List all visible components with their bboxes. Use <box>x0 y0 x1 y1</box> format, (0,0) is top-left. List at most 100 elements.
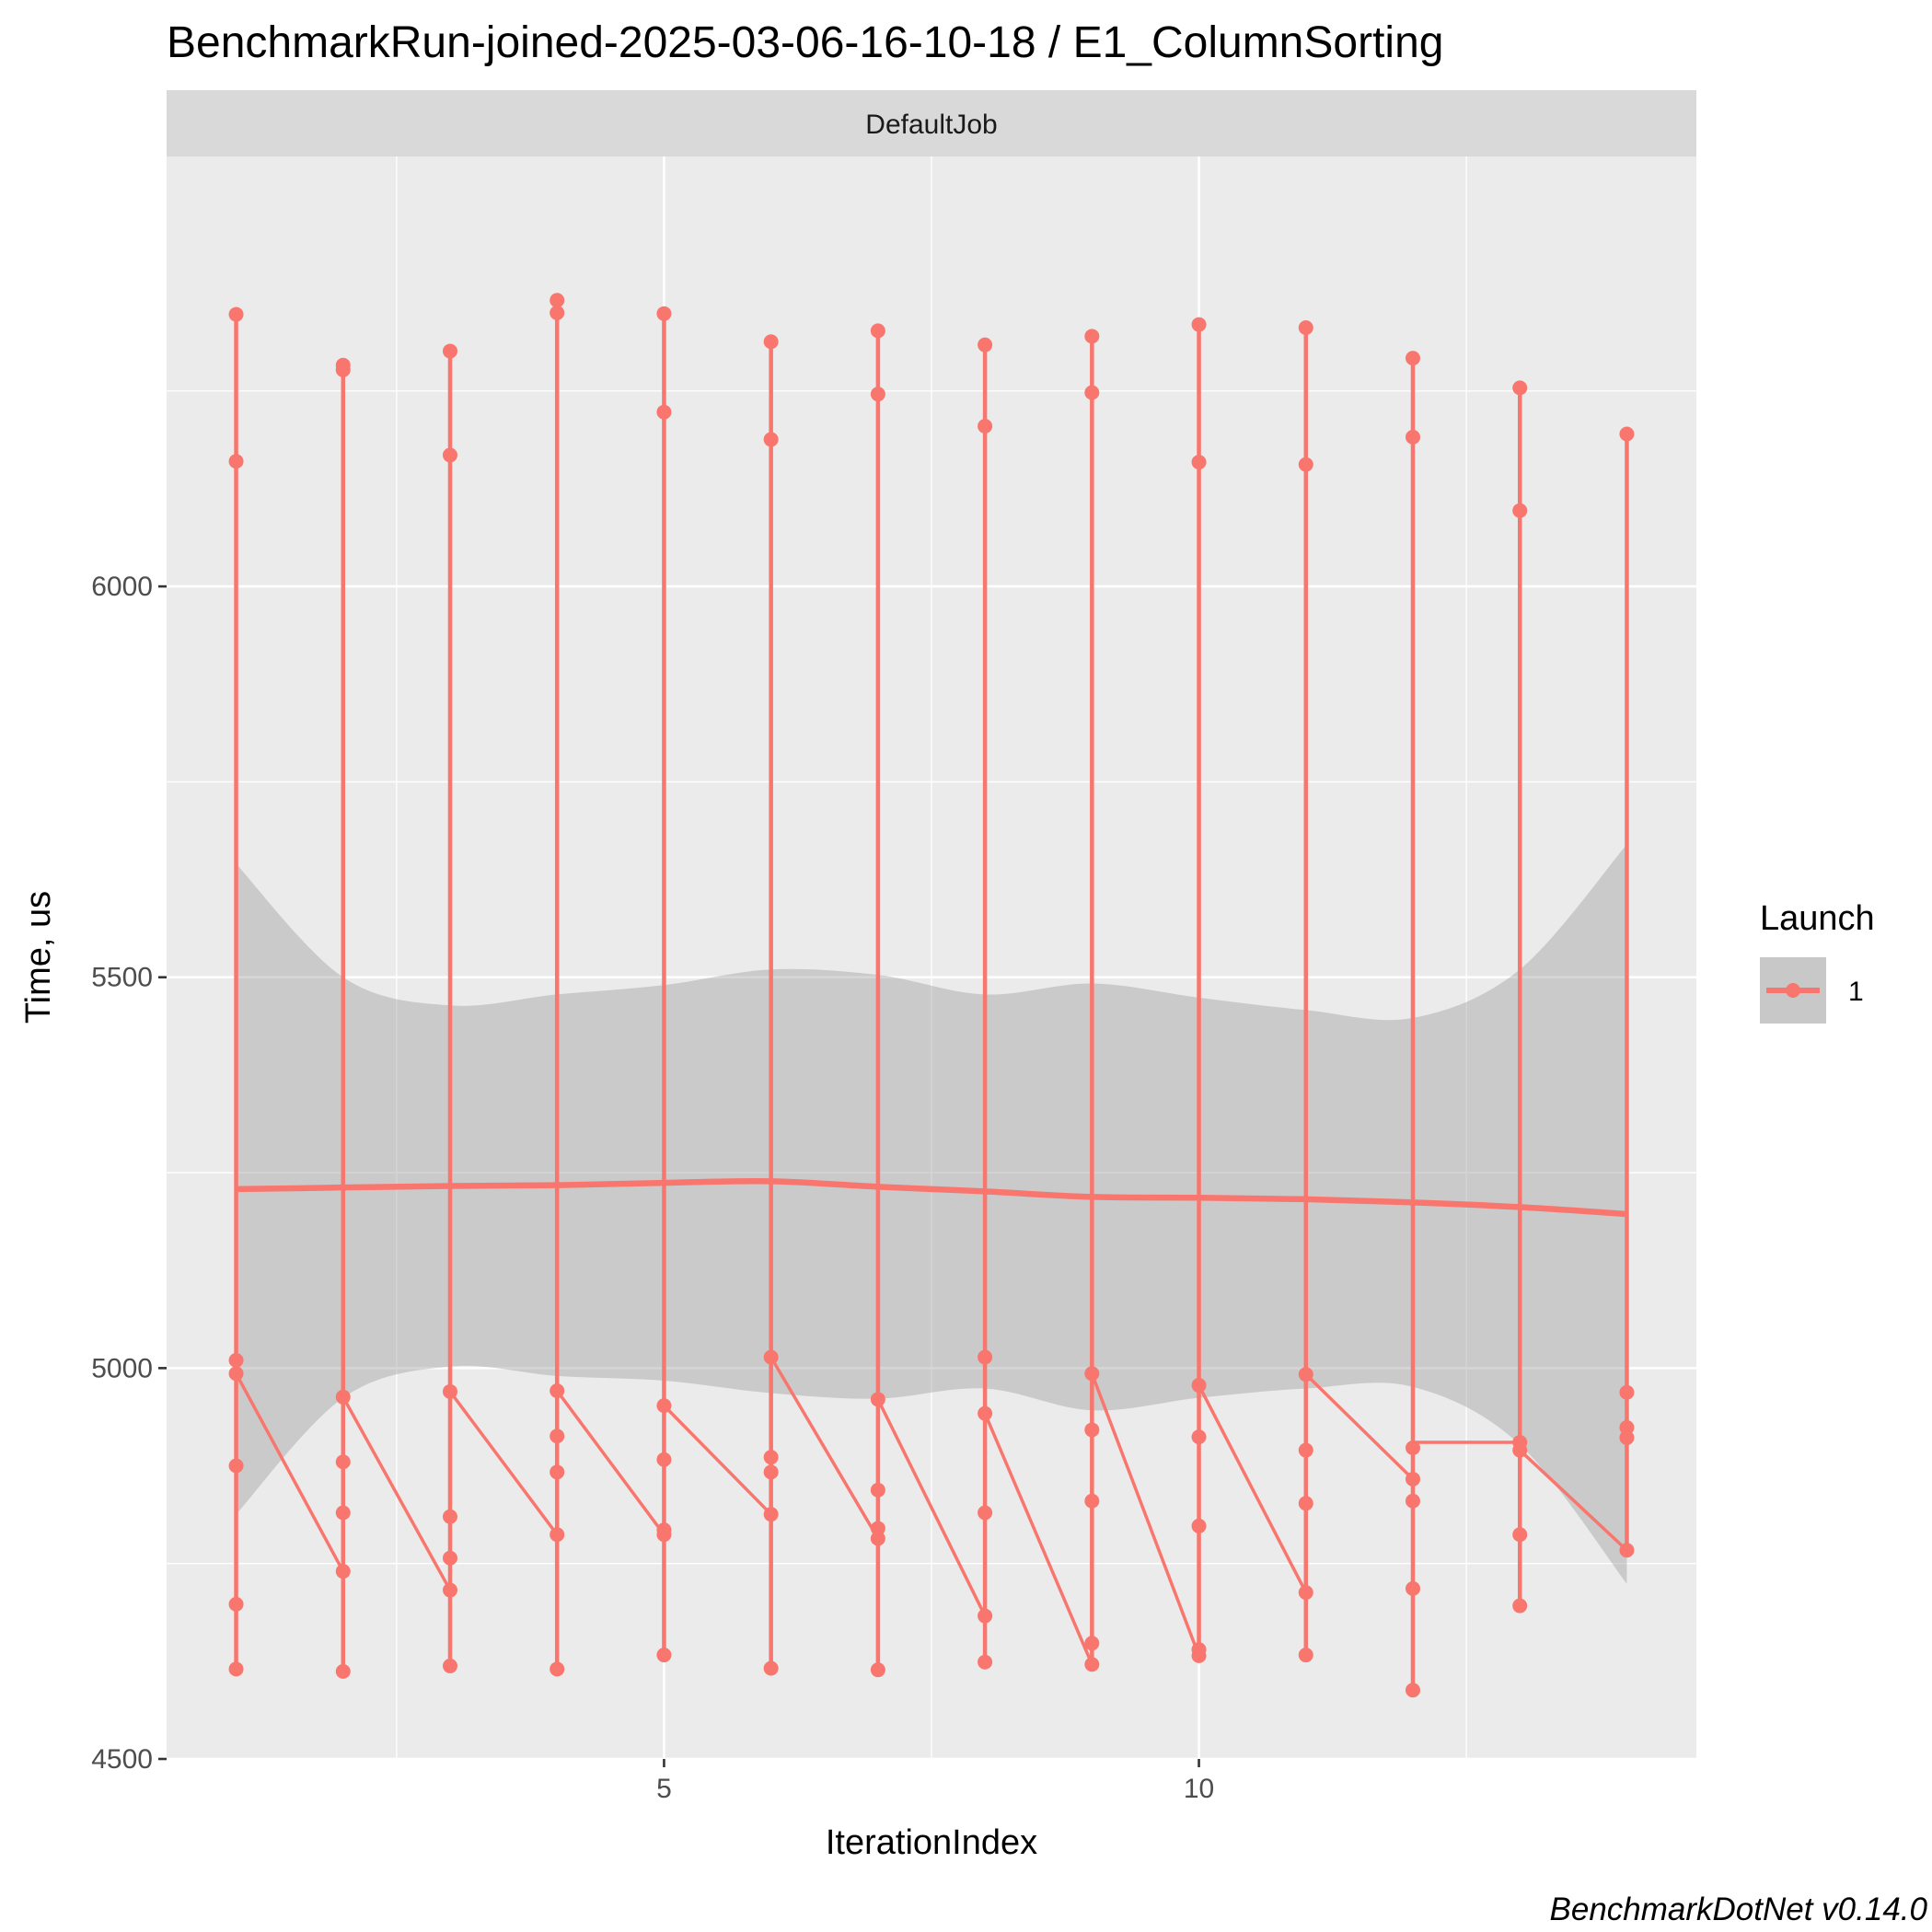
data-point <box>1512 503 1528 518</box>
x-axis-title: IterationIndex <box>826 1823 1037 1862</box>
legend-title: Launch <box>1760 899 1875 938</box>
data-point <box>656 1527 672 1543</box>
data-point <box>870 387 885 402</box>
data-point <box>228 1352 244 1368</box>
y-tick-label: 5000 <box>91 1353 153 1383</box>
data-point <box>550 1464 565 1480</box>
chart-title: BenchmarkRun-joined-2025-03-06-16-10-18 … <box>167 18 1443 67</box>
data-point <box>656 1398 672 1414</box>
facet-strip <box>167 90 1696 156</box>
data-point <box>1619 1429 1635 1445</box>
x-tick-label: 10 <box>1184 1774 1214 1804</box>
y-tick-label: 5500 <box>91 963 153 993</box>
legend-label: 1 <box>1848 977 1864 1007</box>
data-point <box>1298 1496 1313 1511</box>
data-point <box>442 1509 457 1524</box>
legend-key-point <box>1786 983 1800 998</box>
data-point <box>656 404 672 420</box>
data-point <box>656 306 672 321</box>
data-point <box>1084 1636 1100 1651</box>
caption: BenchmarkDotNet v0.14.0 <box>1550 1892 1928 1927</box>
data-point <box>1512 1527 1528 1543</box>
data-point <box>870 1531 885 1546</box>
confidence-ribbon-layer <box>236 844 1627 1584</box>
data-point <box>1512 1442 1528 1458</box>
data-point <box>1084 1493 1100 1509</box>
data-point <box>1619 426 1635 442</box>
y-tick-label: 6000 <box>91 572 153 602</box>
data-point <box>870 1482 885 1498</box>
data-points <box>228 293 1635 1698</box>
data-point <box>442 1550 457 1566</box>
data-point <box>1191 1518 1207 1533</box>
data-point <box>870 1662 885 1678</box>
data-point <box>1512 380 1528 396</box>
data-point <box>550 1661 565 1677</box>
data-point <box>978 418 993 434</box>
smooth-fit-line <box>236 1177 1627 1218</box>
data-point <box>1406 351 1421 366</box>
data-point <box>1084 1366 1100 1382</box>
data-point <box>335 1564 351 1579</box>
data-point <box>978 1406 993 1421</box>
data-point <box>442 447 457 463</box>
data-point <box>1298 457 1313 472</box>
data-point <box>1298 1442 1313 1458</box>
data-point <box>1406 1580 1421 1596</box>
data-point <box>1191 1429 1207 1445</box>
data-point <box>763 1349 779 1365</box>
data-point <box>1298 1367 1313 1382</box>
data-point <box>870 1521 885 1536</box>
data-point <box>335 1663 351 1679</box>
data-point <box>1406 1683 1421 1698</box>
data-point <box>1406 429 1421 445</box>
data-point <box>1298 1585 1313 1601</box>
data-point <box>763 1660 779 1676</box>
data-point <box>550 1527 565 1543</box>
data-point <box>870 1392 885 1407</box>
data-point <box>656 1648 672 1663</box>
x-tick-label: 5 <box>656 1774 672 1804</box>
data-point <box>335 1505 351 1521</box>
data-point <box>1406 1471 1421 1487</box>
data-point <box>1619 1543 1635 1558</box>
data-point <box>763 1507 779 1522</box>
data-point <box>978 1608 993 1624</box>
grid-minor <box>167 156 1696 1759</box>
data-point <box>335 1389 351 1405</box>
data-point <box>228 307 244 322</box>
data-point <box>228 454 244 469</box>
data-point <box>1619 1384 1635 1400</box>
data-point <box>442 343 457 359</box>
data-point <box>1191 1648 1207 1663</box>
smooth-line-layer <box>236 1177 1627 1218</box>
data-point <box>228 1366 244 1382</box>
data-point <box>978 337 993 353</box>
data-point <box>1084 1657 1100 1672</box>
legend: Launch 1 <box>1760 899 1875 1024</box>
y-axis: 4500 5000 5500 6000 <box>91 572 167 1775</box>
data-point <box>442 1658 457 1673</box>
x-axis: 5 10 <box>656 1759 1214 1804</box>
data-point <box>1084 385 1100 400</box>
data-point <box>1619 1419 1635 1435</box>
confidence-ribbon <box>236 844 1627 1584</box>
data-point <box>978 1349 993 1365</box>
data-point <box>1084 329 1100 344</box>
data-point <box>1406 1440 1421 1455</box>
data-point <box>1298 319 1313 335</box>
data-point <box>1191 317 1207 332</box>
data-point <box>228 1596 244 1612</box>
data-point <box>763 1464 779 1480</box>
data-point <box>335 1454 351 1470</box>
facet-strip-label: DefaultJob <box>865 110 997 140</box>
data-point <box>978 1505 993 1521</box>
data-point <box>550 1429 565 1444</box>
data-point <box>1298 1648 1313 1663</box>
data-point <box>1191 455 1207 470</box>
data-point <box>228 1661 244 1677</box>
data-point <box>763 1450 779 1465</box>
data-point <box>550 293 565 308</box>
data-point <box>1406 1493 1421 1509</box>
